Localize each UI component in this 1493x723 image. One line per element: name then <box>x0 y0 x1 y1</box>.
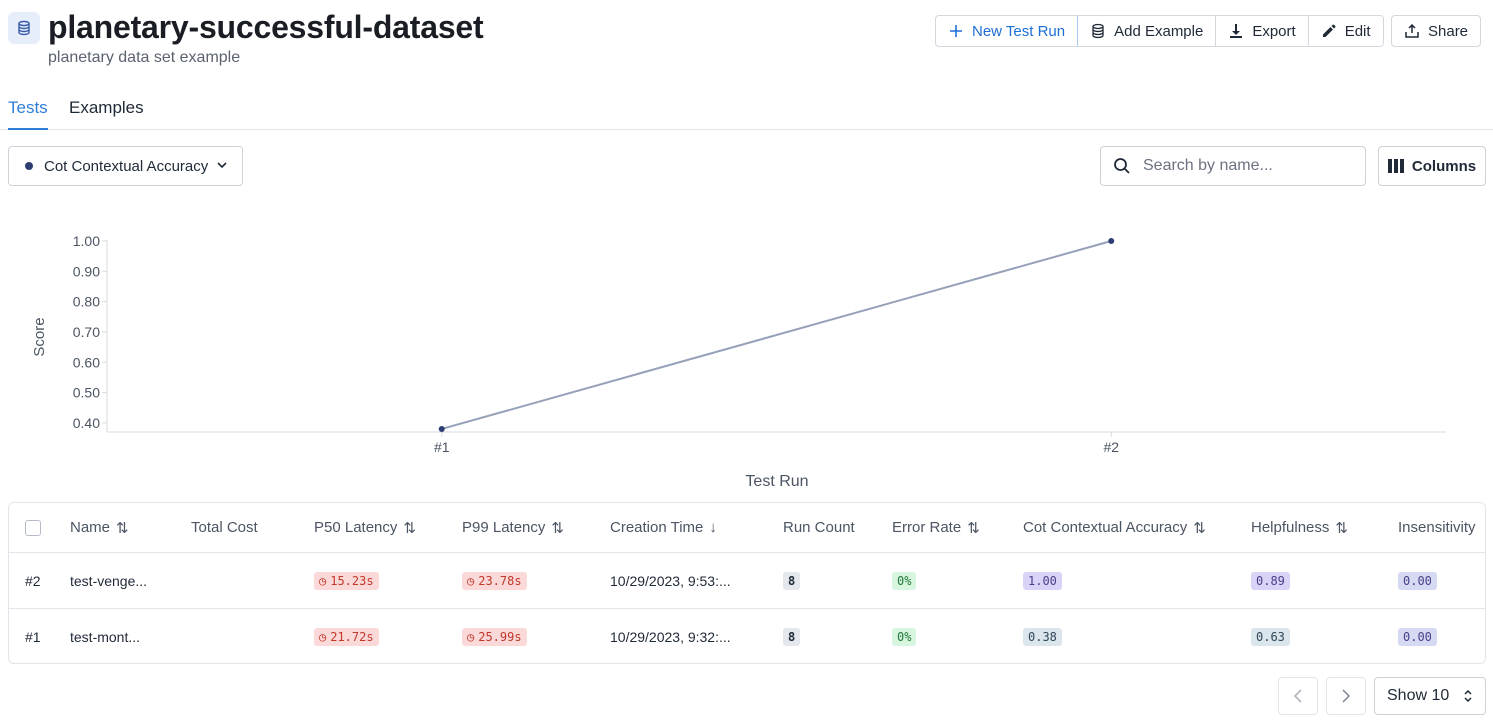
tab-tests[interactable]: Tests <box>8 98 48 130</box>
y-tick-label: 1.00 <box>73 233 100 249</box>
prev-page-button[interactable] <box>1278 677 1318 715</box>
chevron-right-icon <box>1341 689 1351 703</box>
new-test-run-button[interactable]: New Test Run <box>935 16 1079 46</box>
plus-icon <box>948 23 964 39</box>
search-field <box>1100 146 1366 186</box>
sort-icon: ⇅ <box>116 519 129 537</box>
edit-button[interactable]: Edit <box>1308 16 1383 46</box>
error-rate-badge: 0% <box>892 628 917 646</box>
y-tick-label: 0.40 <box>73 415 100 431</box>
y-tick-label: 0.90 <box>73 263 100 279</box>
page-header: planetary-successful-dataset planetary d… <box>8 8 1486 68</box>
p99-latency-badge: ◷ 25.99s <box>462 628 527 646</box>
database-icon <box>1090 23 1106 39</box>
sort-icon: ⇅ <box>551 519 564 537</box>
table-row[interactable]: #1 test-mont... ◷ 21.72s ◷ 25.99s 10/29/20… <box>9 609 1485 663</box>
column-header-error-rate[interactable]: Error Rate ⇅ <box>892 519 980 537</box>
table-header-row: Name ⇅ Total Cost P50 Latency ⇅ P99 Latenc… <box>9 503 1485 553</box>
x-axis-label: Test Run <box>745 473 808 490</box>
arrow-down-icon: ↓ <box>709 519 717 536</box>
select-all-checkbox[interactable] <box>25 519 41 536</box>
clock-icon: ◷ <box>467 630 475 644</box>
run-count-badge: 8 <box>783 628 801 646</box>
column-header-cot-contextual-accuracy[interactable]: Cot Contextual Accuracy ⇅ <box>1023 519 1206 537</box>
columns-icon <box>1387 159 1404 173</box>
chevron-left-icon <box>1293 689 1303 703</box>
pencil-icon <box>1321 23 1337 39</box>
database-icon <box>8 12 40 44</box>
chevron-down-icon <box>216 158 228 175</box>
chevron-updown-icon <box>1463 688 1473 704</box>
chart-svg: 0.400.500.600.700.800.901.00 #1 #2 Score … <box>31 233 1446 490</box>
series-point[interactable] <box>438 425 445 432</box>
columns-button[interactable]: Columns <box>1378 146 1486 186</box>
column-header-creation-time[interactable]: Creation Time ↓ <box>610 519 717 536</box>
row-id: #2 <box>25 572 41 589</box>
row-id: #1 <box>25 629 41 645</box>
toolbar: New Test Run Add Example Export Edit <box>935 15 1384 47</box>
helpfulness-score-badge: 0.63 <box>1251 628 1290 646</box>
y-tick-label: 0.60 <box>73 354 100 370</box>
row-name[interactable]: test-mont... <box>70 629 141 645</box>
test-runs-table: Name ⇅ Total Cost P50 Latency ⇅ P99 Latenc… <box>8 502 1486 664</box>
page-title: planetary-successful-dataset <box>48 9 484 45</box>
clock-icon: ◷ <box>467 573 475 588</box>
y-tick-label: 0.80 <box>73 294 100 310</box>
tab-examples[interactable]: Examples <box>69 98 144 117</box>
y-tick-label: 0.70 <box>73 324 100 340</box>
run-count-badge: 8 <box>783 571 801 590</box>
series-point[interactable] <box>1108 238 1115 244</box>
p50-latency-badge: ◷ 21.72s <box>314 628 379 646</box>
x-tick-label: #2 <box>1103 439 1119 455</box>
y-tick-label: 0.50 <box>73 385 100 401</box>
download-icon <box>1228 23 1244 39</box>
page-size-select[interactable]: Show 10 <box>1374 677 1486 715</box>
column-header-p99-latency[interactable]: P99 Latency ⇅ <box>462 519 564 537</box>
export-button[interactable]: Export <box>1216 16 1309 46</box>
sort-icon: ⇅ <box>403 519 416 537</box>
p50-latency-badge: ◷ 15.23s <box>314 571 379 590</box>
series-points <box>438 238 1115 432</box>
next-page-button[interactable] <box>1326 677 1366 715</box>
search-icon <box>1113 157 1131 175</box>
add-example-button[interactable]: Add Example <box>1078 16 1217 46</box>
sort-icon: ⇅ <box>967 519 980 537</box>
metric-select[interactable]: Cot Contextual Accuracy <box>8 146 243 186</box>
score-chart: 0.40 0.50 0.60 0.70 0.80 0.90 1.00 #1 #2 Score … <box>0 200 1493 500</box>
y-ticks: 0.40 0.50 0.60 0.70 0.80 0.90 1.00 <box>73 233 107 431</box>
p99-latency-badge: ◷ 23.78s <box>462 571 527 590</box>
sort-icon: ⇅ <box>1335 519 1348 537</box>
series-line <box>441 240 1112 430</box>
row-creation-time: 10/29/2023, 9:32:... <box>610 629 731 645</box>
column-header-run-count: Run Count <box>783 519 855 536</box>
clock-icon: ◷ <box>319 573 327 588</box>
column-header-helpfulness[interactable]: Helpfulness ⇅ <box>1251 519 1348 537</box>
column-header-insensitivity[interactable]: Insensitivity <box>1398 519 1476 536</box>
helpfulness-score-badge: 0.89 <box>1251 571 1290 590</box>
row-name[interactable]: test-venge... <box>70 572 148 589</box>
insensitivity-score-badge: 0.00 <box>1398 571 1437 590</box>
insensitivity-score-badge: 0.00 <box>1398 628 1437 646</box>
page-subtitle: planetary data set example <box>48 49 241 66</box>
sort-icon: ⇅ <box>1193 519 1206 537</box>
share-icon <box>1404 23 1420 39</box>
tab-bar: Tests Examples <box>0 90 1493 130</box>
search-input[interactable] <box>1143 157 1343 175</box>
series-dot <box>25 162 33 170</box>
y-axis-label: Score <box>31 317 48 356</box>
x-tick-label: #1 <box>434 439 450 455</box>
column-header-name[interactable]: Name ⇅ <box>70 519 129 537</box>
column-header-p50-latency[interactable]: P50 Latency ⇅ <box>314 519 416 537</box>
share-button[interactable]: Share <box>1391 15 1482 47</box>
x-ticks: #1 #2 <box>434 432 1119 455</box>
table-row[interactable]: #2 test-venge... ◷ 15.23s ◷ 23.78s 10/29/2… <box>9 553 1485 609</box>
row-creation-time: 10/29/2023, 9:53:... <box>610 572 731 589</box>
cot-score-badge: 1.00 <box>1023 571 1062 590</box>
cot-score-badge: 0.38 <box>1023 628 1062 646</box>
error-rate-badge: 0% <box>892 571 917 590</box>
column-header-total-cost: Total Cost <box>191 519 258 536</box>
clock-icon: ◷ <box>319 630 327 644</box>
